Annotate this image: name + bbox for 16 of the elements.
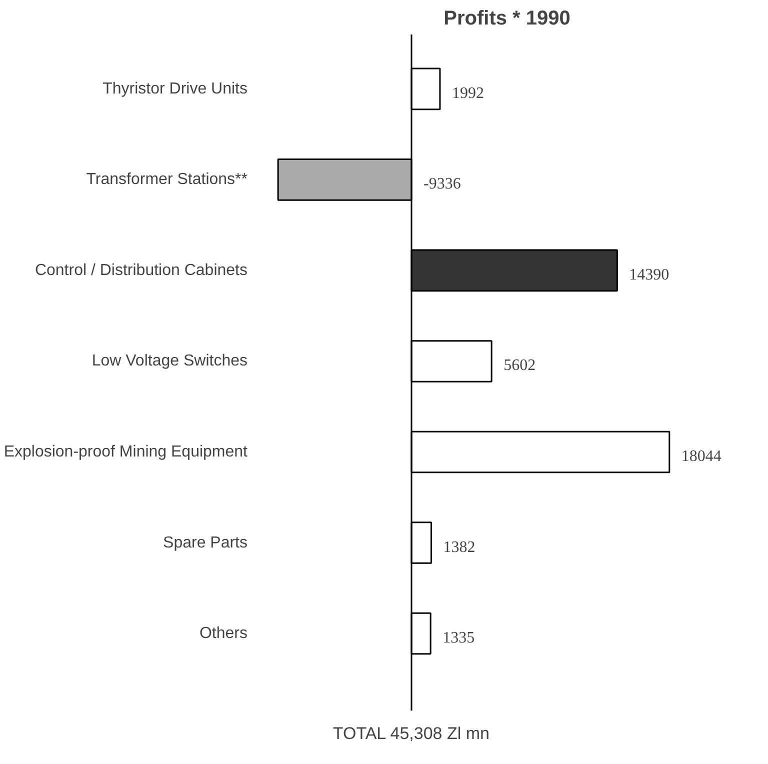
data-label: 1335 (442, 630, 475, 647)
data-label: 5602 (504, 357, 536, 374)
y-tick-label: Others (199, 625, 248, 642)
data-label: 1992 (452, 84, 484, 102)
y-tick-label: Thyristor Drive Units (102, 80, 248, 98)
data-label: 14390 (629, 266, 670, 284)
chart-title: Profits * 1990 (444, 8, 570, 30)
y-tick-label: Low Voltage Switches (92, 352, 248, 370)
data-label: 18044 (681, 448, 722, 465)
data-label: 1382 (443, 538, 476, 556)
y-tick-label: Transformer Stations** (86, 171, 248, 188)
text: TOTAL 45,308 Zl mn (332, 724, 490, 743)
y-tick-label: Explosion-proof Mining Equipment (4, 443, 248, 460)
y-tick-label: Control / Distribution Cabinets (34, 262, 248, 279)
y-tick-label: Spare Parts (163, 534, 248, 552)
data-label: -9336 (424, 176, 461, 193)
